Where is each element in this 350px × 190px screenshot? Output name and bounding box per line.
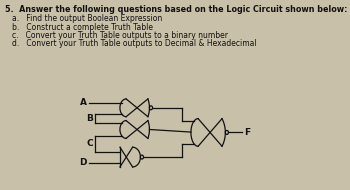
- Text: d.   Convert your Truth Table outputs to Decimal & Hexadecimal: d. Convert your Truth Table outputs to D…: [12, 39, 256, 48]
- Text: 5.  Answer the following questions based on the Logic Circuit shown below:: 5. Answer the following questions based …: [5, 5, 347, 14]
- Text: F: F: [244, 128, 250, 137]
- Text: A: A: [80, 98, 87, 107]
- Text: c.   Convert your Truth Table outputs to a binary number: c. Convert your Truth Table outputs to a…: [12, 31, 228, 40]
- Text: B: B: [86, 114, 93, 123]
- Text: a.   Find the output Boolean Expression: a. Find the output Boolean Expression: [12, 14, 162, 23]
- Circle shape: [140, 155, 143, 159]
- Text: D: D: [79, 158, 86, 167]
- Circle shape: [149, 106, 153, 110]
- Circle shape: [225, 131, 229, 134]
- Text: C: C: [86, 139, 93, 148]
- Text: b.   Construct a complete Truth Table: b. Construct a complete Truth Table: [12, 23, 153, 32]
